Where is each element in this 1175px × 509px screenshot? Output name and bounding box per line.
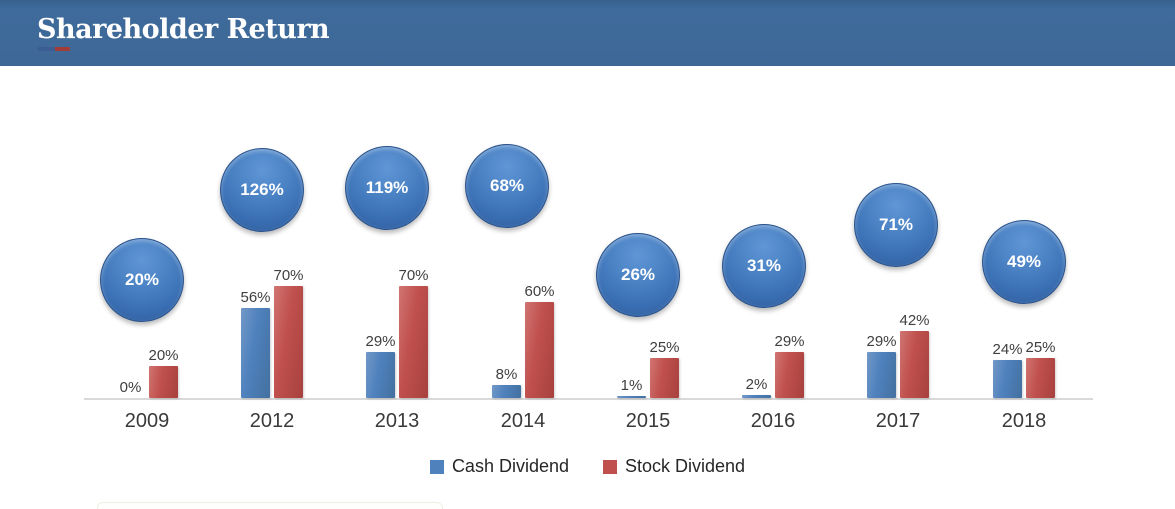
category-label-2012: 2012 [249, 410, 295, 432]
stock-value-label-2016: 29% [774, 332, 805, 350]
stock-value-label-2012: 70% [273, 267, 304, 284]
stock-value-label-2014: 60% [524, 283, 555, 300]
stock-dividend-bar-2009 [149, 366, 178, 398]
shareholder-return-chart: 0% 20% 2009 20% 56% 70% 2012 126% 29% 70% 2013 119%… [0, 66, 1175, 509]
cash-dividend-bar-2015 [617, 396, 646, 398]
stock-dividend-swatch-icon [603, 459, 617, 474]
cash-value-label-2016: 2% [745, 375, 768, 393]
cash-dividend-bar-2014 [492, 385, 521, 398]
category-label-2014: 2014 [500, 410, 546, 432]
cash-value-label-2018: 24% [992, 340, 1023, 358]
x-axis-line [84, 398, 1093, 400]
stock-value-label-2017: 42% [899, 311, 930, 329]
total-return-bubble-2014: 68% [465, 144, 549, 228]
stock-dividend-bar-2012 [274, 286, 303, 398]
total-return-bubble-2009: 20% [100, 238, 184, 322]
cash-value-label-2015: 1% [620, 377, 643, 395]
cash-value-label-2009: 0% [119, 379, 142, 396]
faint-partial-box [97, 502, 443, 509]
stock-dividend-bar-2018 [1026, 358, 1055, 398]
legend-label-stock: Stock Dividend [625, 456, 746, 476]
category-label-2013: 2013 [374, 410, 420, 432]
cash-dividend-bar-2016 [742, 394, 771, 398]
cash-value-label-2013: 29% [365, 332, 396, 350]
category-label-2016: 2016 [750, 410, 796, 432]
cash-dividend-bar-2017 [867, 351, 896, 398]
stock-dividend-bar-2013 [399, 286, 428, 398]
cash-dividend-bar-2012 [241, 308, 270, 398]
total-return-bubble-2013: 119% [345, 146, 429, 230]
title-accent-underline [38, 47, 70, 51]
stock-value-label-2018: 25% [1025, 339, 1056, 356]
stock-value-label-2015: 25% [649, 339, 680, 356]
stock-dividend-bar-2016 [775, 351, 804, 398]
stock-dividend-bar-2015 [650, 358, 679, 398]
cash-dividend-swatch-icon [429, 459, 444, 474]
cash-value-label-2014: 8% [495, 366, 518, 384]
total-return-bubble-2017: 71% [854, 183, 938, 267]
legend-item-stock-dividend: Stock Dividend [603, 456, 745, 477]
cash-value-label-2017: 29% [866, 332, 897, 350]
legend-label-cash: Cash Dividend [451, 456, 569, 476]
category-label-2009: 2009 [124, 410, 170, 432]
category-label-2017: 2017 [875, 410, 921, 432]
cash-value-label-2012: 56% [240, 289, 271, 307]
stock-dividend-bar-2017 [900, 330, 929, 398]
stock-dividend-bar-2014 [525, 302, 554, 398]
total-return-bubble-2016: 31% [722, 224, 806, 308]
stock-value-label-2013: 70% [398, 267, 429, 284]
page-title: Shareholder Return [37, 14, 330, 45]
legend-item-cash-dividend: Cash Dividend [429, 456, 569, 477]
cash-dividend-bar-2018 [993, 359, 1022, 398]
category-label-2015: 2015 [625, 410, 671, 432]
category-label-2018: 2018 [1001, 410, 1047, 432]
accent-blue-segment [38, 47, 55, 51]
total-return-bubble-2012: 126% [220, 148, 304, 232]
header-bar: Shareholder Return [0, 0, 1175, 66]
accent-red-segment [55, 47, 70, 51]
total-return-bubble-2015: 26% [596, 233, 680, 317]
stock-value-label-2009: 20% [148, 347, 179, 364]
chart-legend: Cash Dividend Stock Dividend [0, 456, 1175, 477]
cash-dividend-bar-2013 [366, 351, 395, 398]
total-return-bubble-2018: 49% [982, 220, 1066, 304]
